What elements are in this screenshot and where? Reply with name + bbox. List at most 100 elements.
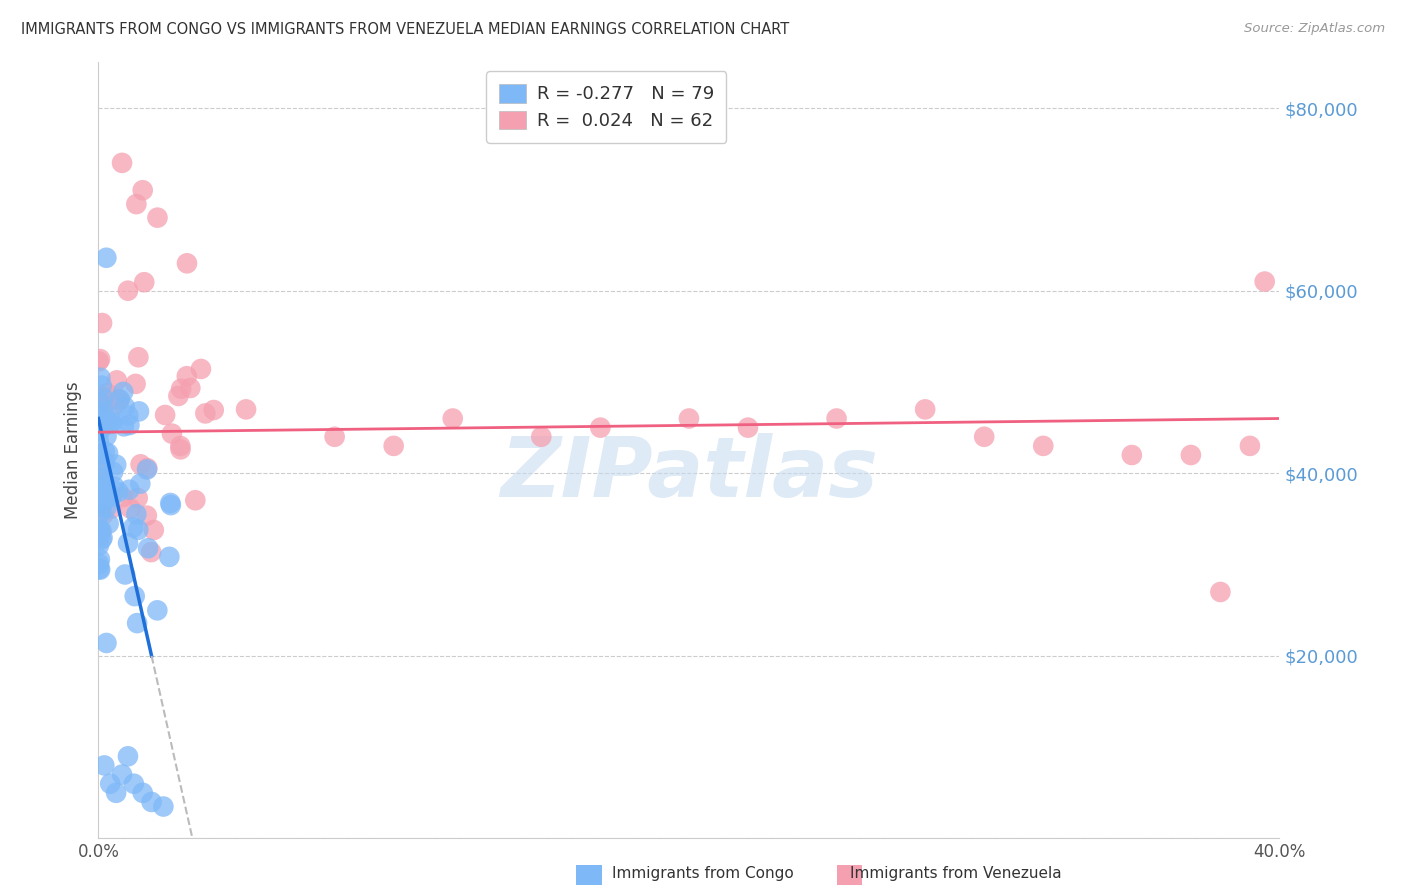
Point — [93, 404, 115, 418]
Point — [87, 525, 110, 540]
Point — [1239, 439, 1261, 453]
Point — [382, 439, 405, 453]
Point — [122, 520, 145, 534]
Point — [157, 549, 180, 564]
Point — [96, 491, 118, 506]
Point — [235, 402, 257, 417]
Point — [160, 426, 183, 441]
Point — [103, 398, 125, 412]
Point — [91, 531, 114, 545]
Point — [98, 417, 121, 431]
Point — [90, 450, 112, 464]
Point — [678, 411, 700, 425]
Point — [132, 786, 155, 800]
Point — [825, 411, 848, 425]
Point — [90, 506, 112, 520]
Point — [90, 524, 112, 538]
Point — [105, 373, 128, 387]
Point — [1209, 585, 1232, 599]
Point — [100, 501, 122, 516]
Point — [120, 501, 142, 516]
Point — [124, 376, 146, 391]
Point — [194, 406, 217, 420]
Point — [141, 545, 163, 559]
Point — [89, 352, 111, 367]
Point — [112, 419, 135, 434]
Point — [159, 498, 181, 512]
Point — [87, 539, 110, 553]
Point — [93, 418, 115, 433]
Point — [103, 479, 125, 493]
Point — [153, 408, 176, 422]
Text: Source: ZipAtlas.com: Source: ZipAtlas.com — [1244, 22, 1385, 36]
Point — [96, 386, 118, 401]
Point — [89, 563, 111, 577]
Point — [91, 508, 114, 522]
Point — [737, 420, 759, 434]
Point — [127, 616, 149, 631]
Legend: R = -0.277   N = 79, R =  0.024   N = 62: R = -0.277 N = 79, R = 0.024 N = 62 — [486, 71, 727, 143]
Point — [90, 394, 112, 409]
Point — [530, 430, 553, 444]
Point — [118, 417, 141, 432]
Point — [98, 409, 121, 424]
Point — [176, 369, 198, 384]
Point — [127, 491, 149, 505]
Point — [98, 777, 121, 791]
Point — [117, 749, 139, 764]
Point — [179, 381, 201, 395]
Point — [105, 786, 128, 800]
Point — [105, 458, 128, 472]
Point — [122, 777, 145, 791]
Point — [89, 447, 111, 461]
Point — [108, 392, 131, 407]
Point — [136, 461, 159, 475]
Point — [135, 508, 157, 523]
Text: IMMIGRANTS FROM CONGO VS IMMIGRANTS FROM VENEZUELA MEDIAN EARNINGS CORRELATION C: IMMIGRANTS FROM CONGO VS IMMIGRANTS FROM… — [21, 22, 789, 37]
Point — [146, 603, 169, 617]
Point — [107, 392, 129, 407]
Text: ZIPatlas: ZIPatlas — [501, 434, 877, 515]
Point — [111, 490, 134, 504]
Point — [142, 523, 165, 537]
Point — [91, 471, 114, 485]
Point — [100, 490, 122, 504]
Point — [94, 492, 117, 507]
Point — [90, 464, 112, 478]
Point — [1121, 448, 1143, 462]
Point — [108, 393, 131, 408]
Point — [87, 557, 110, 571]
Point — [89, 370, 111, 384]
Point — [111, 156, 134, 170]
Point — [169, 439, 191, 453]
Point — [112, 384, 135, 399]
Point — [89, 396, 111, 410]
Point — [89, 470, 111, 484]
Point — [90, 477, 112, 491]
Point — [96, 429, 118, 443]
Point — [97, 446, 120, 460]
Point — [96, 413, 118, 427]
Point — [89, 480, 111, 494]
Point — [441, 411, 464, 425]
Point — [125, 197, 148, 211]
Point — [101, 416, 124, 430]
Point — [125, 507, 148, 521]
Point — [129, 458, 152, 472]
Point — [94, 395, 117, 409]
Point — [96, 500, 118, 515]
Point — [136, 462, 159, 476]
Point — [973, 430, 995, 444]
Point — [129, 476, 152, 491]
Point — [93, 493, 115, 508]
Point — [94, 486, 117, 500]
Point — [1180, 448, 1202, 462]
Point — [96, 636, 118, 650]
Point — [159, 496, 181, 510]
Point — [169, 442, 191, 457]
Point — [589, 420, 612, 434]
Point — [1032, 439, 1054, 453]
Point — [1254, 275, 1277, 289]
Point — [141, 795, 163, 809]
Point — [90, 533, 112, 547]
